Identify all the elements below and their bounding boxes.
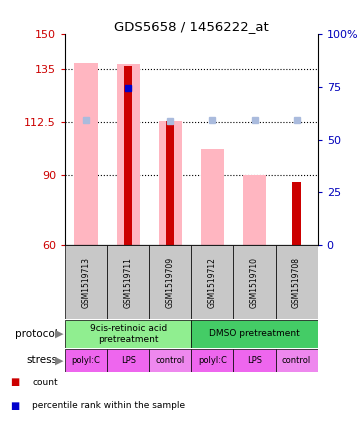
Text: control: control	[156, 356, 185, 365]
Bar	[191, 320, 318, 348]
Text: GSM1519711: GSM1519711	[124, 257, 132, 308]
Text: ■: ■	[10, 401, 19, 411]
Bar	[191, 349, 234, 372]
Bar	[107, 245, 149, 319]
Bar	[191, 245, 234, 319]
Text: LPS: LPS	[121, 356, 136, 365]
Bar	[65, 245, 107, 319]
Title: GDS5658 / 1456222_at: GDS5658 / 1456222_at	[114, 20, 269, 33]
Text: ▶: ▶	[55, 355, 63, 365]
Bar	[65, 320, 191, 348]
Text: control: control	[282, 356, 311, 365]
Text: polyl:C: polyl:C	[71, 356, 100, 365]
Text: GSM1519713: GSM1519713	[82, 257, 91, 308]
Text: 9cis-retinoic acid
pretreatment: 9cis-retinoic acid pretreatment	[90, 324, 167, 343]
Bar	[159, 121, 182, 245]
Bar	[166, 121, 174, 245]
Bar	[149, 349, 191, 372]
Text: GSM1519708: GSM1519708	[292, 257, 301, 308]
Text: count: count	[32, 378, 58, 387]
Text: stress: stress	[27, 355, 58, 365]
Text: ■: ■	[10, 377, 19, 387]
Text: percentile rank within the sample: percentile rank within the sample	[32, 401, 186, 410]
Text: GSM1519712: GSM1519712	[208, 257, 217, 308]
Bar	[107, 349, 149, 372]
Bar	[117, 64, 140, 245]
Bar	[275, 245, 318, 319]
Text: polyl:C: polyl:C	[198, 356, 227, 365]
Text: LPS: LPS	[247, 356, 262, 365]
Text: DMSO pretreatment: DMSO pretreatment	[209, 330, 300, 338]
Text: protocol: protocol	[15, 329, 58, 339]
Text: ▶: ▶	[55, 329, 63, 339]
Bar	[292, 182, 301, 245]
Text: GSM1519709: GSM1519709	[166, 257, 175, 308]
Bar	[243, 175, 266, 245]
Bar	[234, 349, 275, 372]
Bar	[234, 245, 275, 319]
Bar	[124, 66, 132, 245]
Bar	[65, 349, 107, 372]
Bar	[74, 63, 97, 245]
Text: GSM1519710: GSM1519710	[250, 257, 259, 308]
Bar	[275, 349, 318, 372]
Bar	[201, 149, 224, 245]
Bar	[149, 245, 191, 319]
